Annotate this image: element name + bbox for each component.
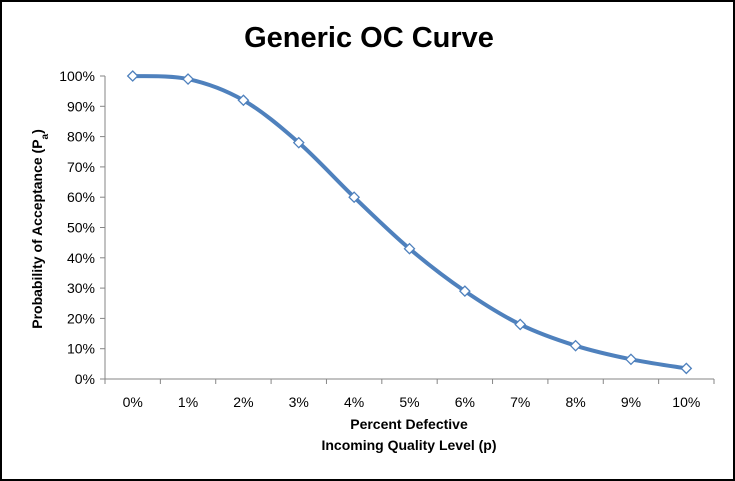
y-tick-label: 100% [59,68,95,84]
data-point-marker [625,353,637,366]
y-tick-label: 20% [67,310,95,326]
x-tick-label: 1% [178,394,198,410]
y-tick-label: 10% [67,341,95,357]
x-tick-label: 6% [455,394,475,410]
x-tick-label: 8% [565,394,585,410]
y-axis-title-main: Probability of Acceptance (P [29,139,45,328]
x-tick-label: 9% [621,394,641,410]
x-axis-title-line2: Incoming Quality Level (p) [321,437,496,453]
data-point-marker [237,94,250,107]
data-point-marker [182,73,194,85]
data-point-marker [348,191,361,204]
y-tick-label: 90% [67,98,95,114]
y-tick-label: 0% [75,371,95,387]
y-axis-title-subscript: a [40,133,51,139]
x-tick-label: 10% [672,394,700,410]
y-axis-ticks: 0% 10% 20% 30% 40% 50% 60% 70% 80% 90% 100% [59,68,105,387]
data-point-marker [458,285,471,298]
x-tick-label: 3% [289,394,309,410]
y-tick-label: 40% [67,250,95,266]
y-tick-label: 70% [67,159,95,175]
data-point-marker [680,362,693,375]
data-markers [126,70,693,375]
y-axis-title-close: ) [29,129,45,134]
x-axis-ticks: 0% 1% 2% 3% 4% 5% 6% 7% 8% 9% 10% [104,379,715,410]
y-axis-title: Probability of Acceptance (Pa) [29,129,51,329]
x-tick-label: 0% [123,394,143,410]
x-tick-label: 2% [233,394,253,410]
data-point-marker [126,70,139,82]
data-point-marker [514,318,527,331]
y-tick-label: 80% [67,129,95,145]
x-axis-title-line1: Percent Defective [350,416,468,432]
y-tick-label: 50% [67,220,95,236]
y-tick-label: 60% [67,189,95,205]
series-line [130,74,689,371]
data-point-marker [292,136,305,149]
y-tick-label: 30% [67,280,95,296]
x-tick-label: 7% [510,394,530,410]
x-tick-label: 4% [344,394,364,410]
x-tick-label: 5% [399,394,419,410]
data-point-marker [569,339,582,352]
data-point-marker [403,242,416,255]
chart-title: Generic OC Curve [244,22,494,54]
